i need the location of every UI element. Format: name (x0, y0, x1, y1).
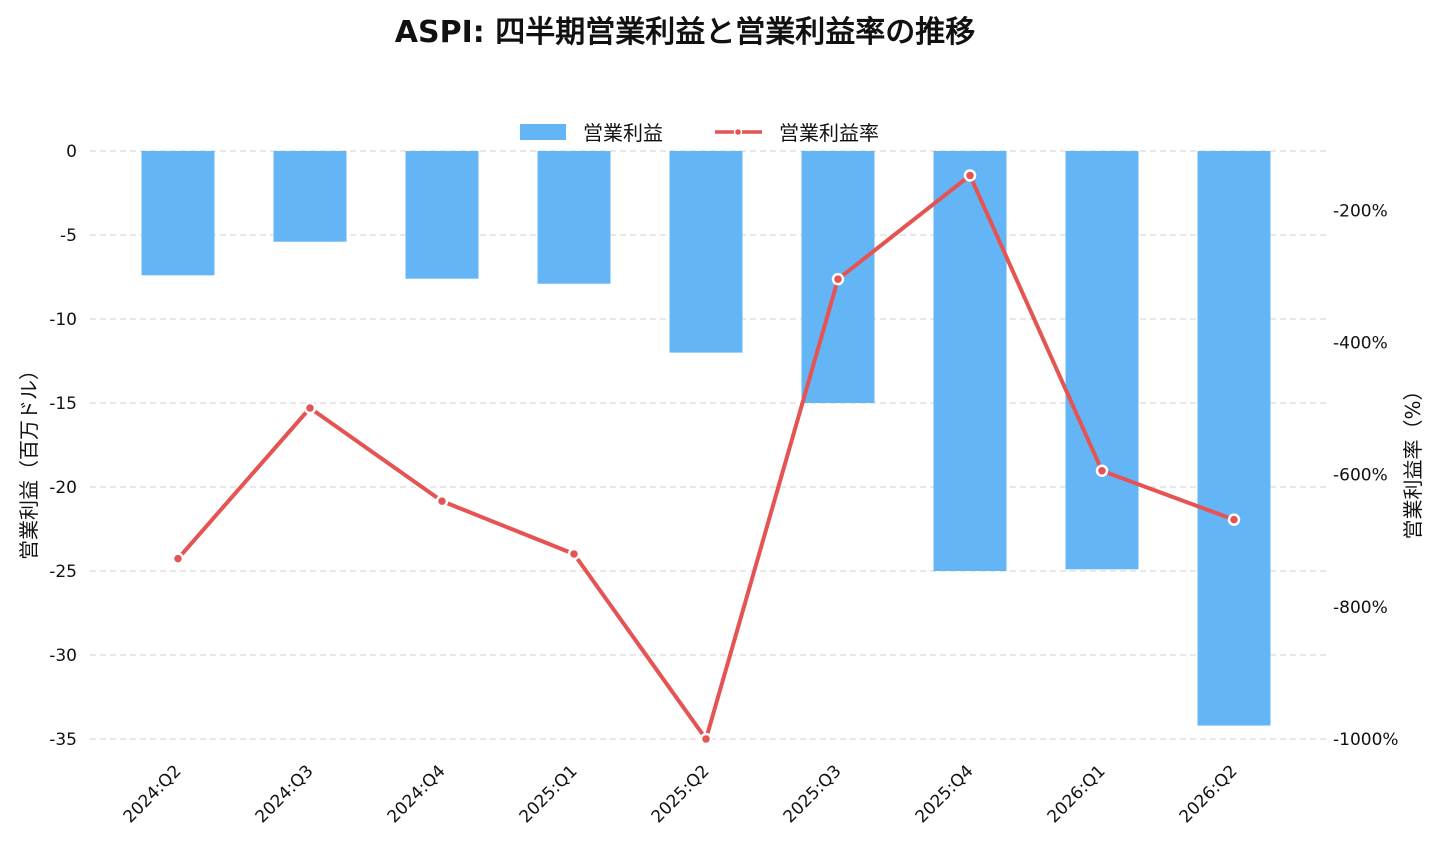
y-tick-label: -5 (60, 226, 77, 246)
line-layer (171, 169, 1241, 746)
line-point (1227, 513, 1241, 526)
x-tick-label: 2026:Q2 (1176, 761, 1242, 827)
bar (1065, 151, 1139, 570)
x-tick-label: 2025:Q2 (648, 761, 714, 827)
y-tick-label: -20 (49, 478, 77, 498)
x-tick-label: 2025:Q4 (912, 761, 978, 827)
y2-tick-label: -600% (1333, 466, 1388, 486)
x-axis-ticks: 2024:Q2 2024:Q3 2024:Q4 2025:Q1 2025:Q2 2025:… (120, 761, 1242, 827)
bar (669, 151, 743, 353)
y-axis-left-label: 営業利益（百万ドル） (17, 360, 41, 560)
bar (1197, 151, 1271, 726)
y2-tick-label: -800% (1333, 598, 1388, 618)
x-tick-label: 2024:Q4 (384, 761, 450, 827)
y-axis-right-ticks: -200% -400% -600% -800% -1000% (1333, 201, 1399, 750)
x-tick-label: 2024:Q3 (252, 761, 318, 827)
y-tick-label: -10 (49, 310, 77, 330)
y-axis-left-ticks: 0 -5 -10 -15 -20 -25 -30 -35 (49, 142, 77, 750)
legend-swatch-bar (520, 124, 566, 140)
bar (933, 151, 1007, 571)
line-point (567, 547, 581, 561)
y-tick-label: -30 (49, 646, 77, 666)
x-tick-label: 2025:Q3 (780, 761, 846, 827)
y-axis-right-label: 営業利益率（%） (1401, 380, 1425, 539)
x-tick-label: 2026:Q1 (1044, 761, 1110, 827)
line-point (831, 272, 845, 286)
y-tick-label: -25 (49, 562, 77, 582)
x-tick-label: 2025:Q1 (516, 761, 582, 827)
legend-swatch-marker (733, 127, 743, 137)
bar (537, 151, 611, 284)
line-point (963, 169, 977, 182)
bar (273, 151, 347, 242)
bar (405, 151, 479, 279)
y-tick-label: -15 (49, 394, 77, 414)
line-point (303, 401, 317, 415)
legend-label-line: 営業利益率 (779, 121, 879, 145)
y2-tick-label: -200% (1333, 201, 1388, 221)
line-point (435, 494, 449, 508)
bar-layer (141, 151, 1271, 726)
legend-label-bar: 営業利益 (583, 121, 663, 145)
bar (141, 151, 215, 276)
x-tick-label: 2024:Q2 (120, 761, 186, 827)
y2-tick-label: -400% (1333, 334, 1388, 354)
y-tick-label: 0 (66, 142, 77, 162)
line-point (171, 552, 185, 565)
line-point (1095, 464, 1109, 478)
y-tick-label: -35 (49, 730, 77, 750)
legend: 営業利益 営業利益率 (520, 121, 879, 145)
y2-tick-label: -1000% (1333, 730, 1399, 750)
line-point (699, 732, 713, 746)
chart-title: ASPI: 四半期営業利益と営業利益率の推移 (395, 15, 975, 50)
